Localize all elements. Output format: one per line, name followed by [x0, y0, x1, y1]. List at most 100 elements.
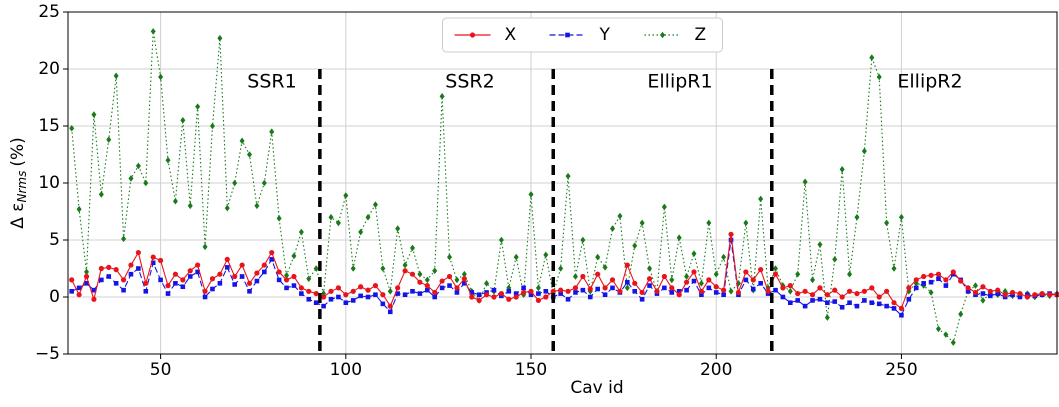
data-point — [439, 278, 445, 284]
data-point — [76, 205, 82, 213]
data-point — [543, 289, 549, 294]
data-point — [432, 294, 438, 300]
data-point — [284, 285, 289, 291]
data-point — [698, 288, 705, 294]
legend: X Y Z — [442, 17, 723, 53]
data-point — [121, 287, 126, 293]
data-point — [824, 292, 830, 298]
data-point — [135, 162, 141, 170]
data-point — [202, 243, 208, 251]
data-point — [483, 292, 490, 298]
data-point — [513, 294, 519, 300]
data-point — [358, 284, 364, 290]
data-point — [276, 269, 282, 275]
data-point — [491, 287, 497, 293]
data-point — [313, 300, 319, 305]
data-point — [995, 291, 1001, 296]
data-point — [165, 156, 171, 164]
data-point — [891, 265, 897, 272]
data-point — [632, 289, 638, 294]
data-point — [899, 312, 904, 318]
data-point — [106, 136, 112, 143]
data-point — [136, 266, 141, 271]
data-point — [906, 296, 912, 302]
y-tick-label: −5 — [35, 344, 60, 364]
data-point — [417, 270, 423, 278]
data-point — [884, 288, 890, 294]
data-point — [469, 294, 475, 300]
data-point — [528, 292, 534, 298]
data-point — [195, 262, 201, 268]
data-point — [291, 283, 297, 288]
data-point — [595, 253, 601, 261]
data-point — [1009, 289, 1016, 296]
data-point — [291, 252, 297, 260]
data-point — [699, 292, 704, 298]
data-point — [409, 244, 415, 252]
region-label: EllipR2 — [897, 71, 962, 93]
data-point — [854, 290, 860, 297]
data-point — [158, 277, 163, 283]
data-point — [395, 225, 401, 232]
data-point — [380, 301, 386, 307]
data-point — [143, 179, 149, 187]
data-point — [839, 294, 845, 300]
data-point — [321, 303, 326, 309]
data-point — [758, 267, 764, 273]
data-point — [1024, 294, 1030, 300]
data-point — [306, 288, 312, 294]
data-point — [987, 288, 993, 294]
data-point — [1017, 294, 1023, 300]
data-point — [261, 262, 267, 268]
data-point — [113, 267, 119, 273]
data-point — [99, 277, 104, 283]
data-point — [402, 292, 408, 298]
data-point — [691, 269, 697, 275]
data-point — [98, 191, 104, 198]
data-point — [647, 283, 652, 288]
data-point — [669, 276, 675, 284]
data-point — [143, 280, 149, 286]
data-point — [224, 256, 230, 262]
data-point — [283, 277, 290, 283]
data-point — [728, 288, 734, 295]
data-point — [573, 290, 578, 295]
data-point — [417, 279, 423, 285]
data-point — [543, 294, 549, 300]
data-point — [336, 294, 341, 300]
data-point — [395, 285, 401, 291]
data-point — [298, 228, 304, 236]
data-point — [498, 236, 504, 244]
data-point — [91, 296, 97, 302]
data-point — [232, 273, 238, 280]
data-point — [506, 289, 512, 294]
data-point — [809, 292, 816, 298]
data-point — [350, 288, 356, 294]
series-line — [71, 239, 1058, 317]
data-point — [269, 249, 275, 256]
data-point — [965, 285, 971, 291]
data-point — [639, 296, 645, 302]
data-point — [965, 289, 971, 294]
data-point — [536, 291, 541, 296]
data-point — [958, 310, 964, 318]
data-point — [261, 179, 267, 187]
data-point — [743, 219, 749, 227]
data-point — [639, 219, 645, 227]
data-point — [187, 274, 193, 279]
data-point — [269, 128, 275, 135]
data-point — [854, 213, 860, 221]
data-point — [713, 284, 719, 290]
data-point — [335, 285, 342, 291]
data-point — [713, 270, 719, 278]
data-point — [69, 289, 75, 294]
data-point — [513, 291, 519, 296]
data-point — [617, 212, 623, 220]
x-tick-label: 200 — [700, 360, 732, 380]
data-point — [772, 271, 779, 277]
data-point — [484, 280, 490, 287]
data-point — [558, 265, 564, 272]
data-point — [91, 287, 97, 293]
data-point — [980, 297, 986, 304]
